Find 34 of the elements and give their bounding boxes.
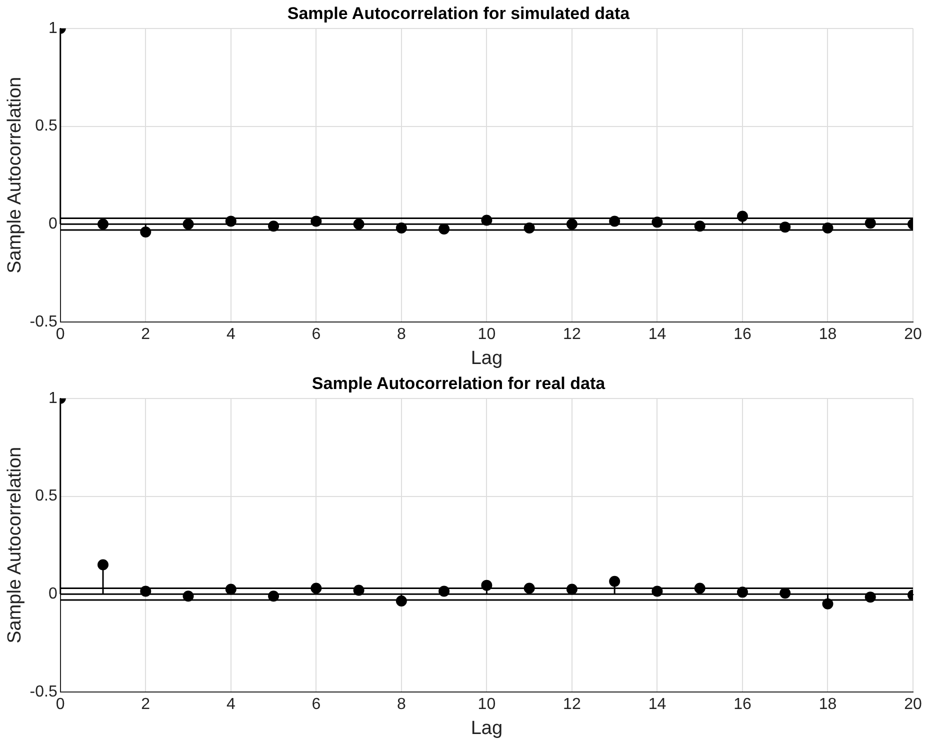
x-tick-label: 16	[734, 696, 752, 714]
x-tick-label: 18	[818, 696, 837, 714]
x-axis-title: Lag	[470, 348, 503, 369]
y-axis-title: Sample Autocorrelation	[4, 76, 26, 274]
y-tick-label: -0.5	[30, 313, 58, 330]
x-tick-label: 8	[396, 326, 406, 344]
x-tick-label: 2	[141, 326, 150, 344]
x-tick-label: 16	[734, 326, 752, 344]
y-tick-label: -0.5	[30, 683, 58, 700]
chart-title: Sample Autocorrelation for real data	[312, 374, 606, 393]
x-tick-label: 20	[904, 696, 922, 714]
x-tick-label: 8	[396, 696, 406, 714]
x-tick-label: 4	[226, 326, 236, 344]
x-tick-label: 10	[478, 696, 496, 714]
x-tick-label: 6	[312, 696, 321, 714]
x-tick-label: 14	[648, 696, 666, 714]
y-axis-title: Sample Autocorrelation	[4, 446, 26, 644]
x-tick-label: 10	[478, 326, 496, 344]
x-tick-label: 14	[648, 326, 666, 344]
chart-title: Sample Autocorrelation for simulated data	[287, 4, 630, 23]
x-tick-label: 12	[563, 326, 581, 344]
x-axis-title: Lag	[470, 718, 503, 739]
y-tick-label: 0	[48, 216, 58, 233]
y-tick-label: 0.5	[35, 118, 58, 135]
y-tick-label: 0.5	[35, 488, 58, 505]
x-tick-label: 2	[141, 696, 150, 714]
x-tick-label: 6	[312, 326, 321, 344]
y-tick-label: 1	[48, 390, 58, 407]
y-tick-label: 1	[48, 20, 58, 37]
y-tick-label: 0	[48, 586, 58, 603]
x-tick-label: 18	[818, 326, 837, 344]
x-tick-label: 4	[226, 696, 236, 714]
x-tick-label: 12	[563, 696, 581, 714]
x-tick-label: 20	[904, 326, 922, 344]
